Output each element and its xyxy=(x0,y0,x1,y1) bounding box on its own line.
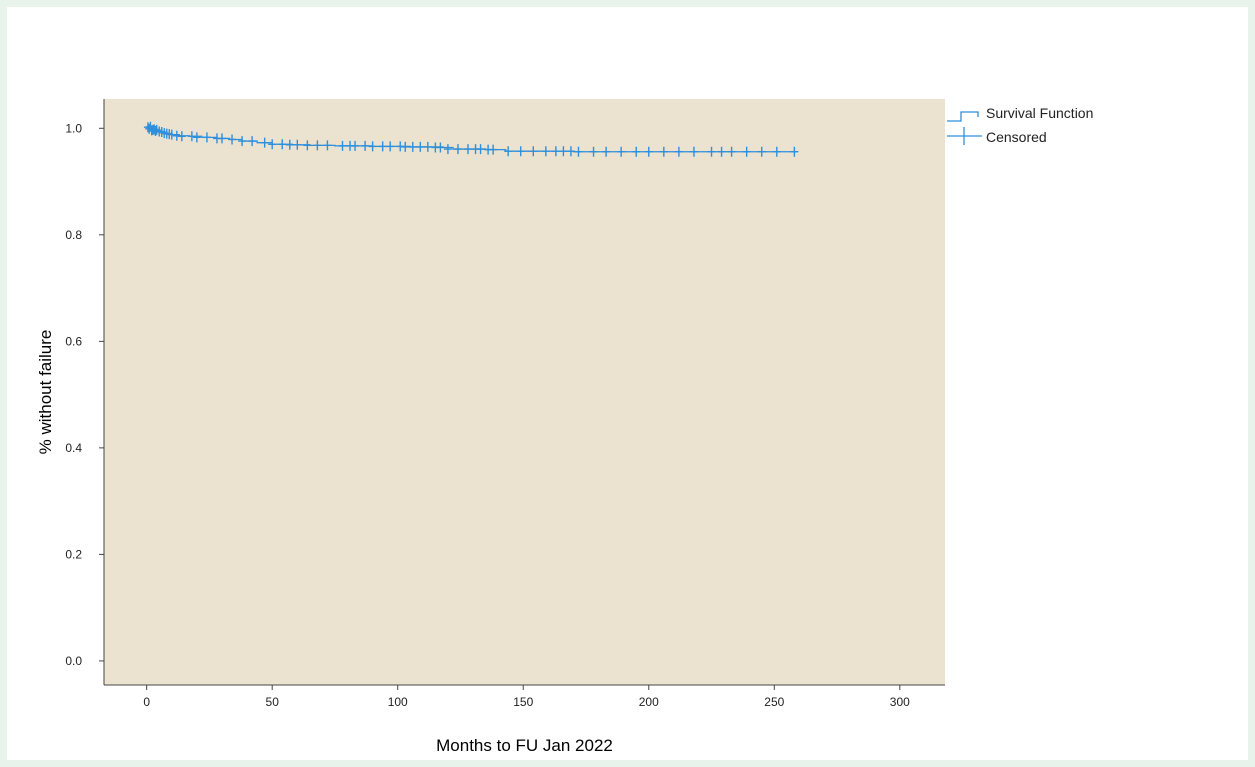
censored-marker xyxy=(177,131,186,142)
x-tick-label: 150 xyxy=(513,695,533,709)
y-tick-label: 0.4 xyxy=(65,441,82,455)
x-tick-label: 100 xyxy=(388,695,408,709)
censored-marker xyxy=(689,146,698,157)
censored-marker xyxy=(772,146,781,157)
censored-marker xyxy=(707,146,716,157)
censored-marker xyxy=(489,144,498,155)
censored-marker xyxy=(260,137,269,148)
censored-marker xyxy=(386,141,395,152)
censored-marker xyxy=(293,139,302,150)
censored-marker xyxy=(674,146,683,157)
censored-marker xyxy=(423,141,432,152)
censored-marker xyxy=(727,146,736,157)
censored-marker xyxy=(351,140,360,151)
censored-marker xyxy=(436,142,445,153)
x-tick-label: 200 xyxy=(639,695,659,709)
censored-marker xyxy=(416,141,425,152)
censored-marker xyxy=(516,146,525,157)
censored-marker xyxy=(541,146,550,157)
censored-marker xyxy=(453,144,462,155)
censored-marker xyxy=(192,132,201,143)
censored-marker xyxy=(217,133,226,144)
censored-marker xyxy=(602,146,611,157)
legend: Survival Function Censored xyxy=(947,105,1093,145)
censored-marker xyxy=(559,146,568,157)
plot-area xyxy=(104,99,945,685)
censored-marker xyxy=(401,141,410,152)
x-tick-label: 250 xyxy=(764,695,784,709)
y-tick-label: 0.8 xyxy=(65,228,82,242)
survival-chart: 0.0 0.2 0.4 0.6 0.8 1.0 0 50 100 150 200 250 300 Mo… xyxy=(36,99,1093,755)
y-axis-title: % without failure xyxy=(36,330,55,455)
censored-marker xyxy=(187,131,196,142)
x-tick-label: 0 xyxy=(143,695,150,709)
censored-marker xyxy=(632,146,641,157)
censored-markers xyxy=(143,121,799,157)
censored-marker xyxy=(278,139,287,150)
y-tick-label: 1.0 xyxy=(65,121,82,135)
censored-marker xyxy=(790,146,799,157)
censored-marker xyxy=(167,129,176,140)
legend-censored-symbol xyxy=(947,127,982,145)
censored-marker xyxy=(285,139,294,150)
censored-marker xyxy=(644,146,653,157)
censored-marker xyxy=(248,136,257,147)
censored-marker xyxy=(443,144,452,155)
censored-marker xyxy=(228,134,237,145)
censored-marker xyxy=(504,146,513,157)
legend-censored-label: Censored xyxy=(986,129,1047,145)
censored-marker xyxy=(202,132,211,143)
censored-marker xyxy=(757,146,766,157)
censored-marker xyxy=(323,140,332,151)
censored-marker xyxy=(659,146,668,157)
x-axis-ticks: 0 50 100 150 200 250 300 xyxy=(143,685,910,709)
censored-marker xyxy=(566,146,575,157)
x-tick-label: 300 xyxy=(890,695,910,709)
censored-marker xyxy=(717,146,726,157)
censored-marker xyxy=(529,146,538,157)
y-tick-label: 0.0 xyxy=(65,654,82,668)
censored-marker xyxy=(574,146,583,157)
censored-marker xyxy=(408,141,417,152)
censored-marker xyxy=(268,139,277,150)
censored-marker xyxy=(238,136,247,147)
censored-marker xyxy=(742,146,751,157)
chart-frame: 0.0 0.2 0.4 0.6 0.8 1.0 0 50 100 150 200 250 300 Mo… xyxy=(7,7,1248,760)
censored-marker xyxy=(476,144,485,155)
censored-marker xyxy=(617,146,626,157)
x-tick-label: 50 xyxy=(266,695,280,709)
censored-marker xyxy=(551,146,560,157)
censored-marker xyxy=(589,146,598,157)
censored-marker xyxy=(378,141,387,152)
censored-marker xyxy=(313,140,322,151)
censored-marker xyxy=(361,140,370,151)
censored-marker xyxy=(464,144,473,155)
censored-marker xyxy=(368,141,377,152)
legend-survival-function-label: Survival Function xyxy=(986,105,1093,121)
legend-survival-function-symbol xyxy=(947,111,979,122)
y-tick-label: 0.2 xyxy=(65,547,82,561)
censored-marker xyxy=(338,140,347,151)
censored-marker xyxy=(303,140,312,151)
y-tick-label: 0.6 xyxy=(65,334,82,348)
y-axis-ticks: 0.0 0.2 0.4 0.6 0.8 1.0 xyxy=(65,121,104,668)
series-layer xyxy=(143,121,799,157)
x-axis-title: Months to FU Jan 2022 xyxy=(436,736,613,755)
